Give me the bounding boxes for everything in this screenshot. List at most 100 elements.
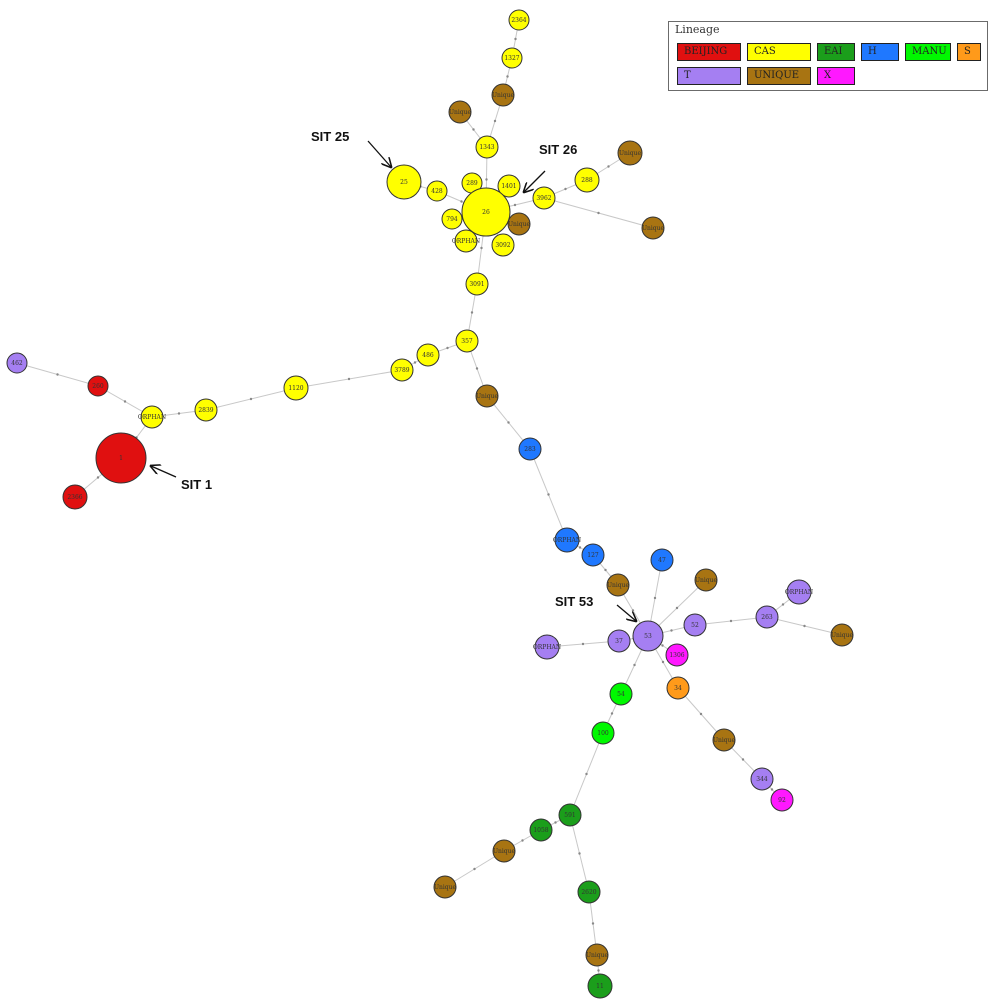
node-circle (587, 973, 613, 999)
edge-distance-marker (413, 361, 417, 364)
node-circle (581, 543, 605, 567)
node-label: 1120 (288, 385, 303, 392)
node-circle (497, 174, 521, 198)
edge-distance-marker (177, 412, 181, 415)
node-circle (441, 208, 463, 230)
node-label: 25 (400, 179, 408, 186)
node-label: 1058 (533, 827, 548, 834)
node-x92: 92 (770, 788, 794, 812)
node-label: 288 (581, 177, 593, 184)
node-circle (606, 573, 630, 597)
edge-distance-marker (473, 867, 476, 871)
node-circle (666, 676, 690, 700)
node-n794: 794 (441, 208, 463, 230)
node-u8: Unique (694, 568, 718, 592)
node-circle (194, 398, 218, 422)
node-circle (448, 100, 472, 124)
node-n2364: 2364 (508, 9, 530, 31)
node-n3091: 3091 (465, 272, 489, 296)
edge-distance-marker (493, 119, 497, 123)
edge-distance-marker (781, 603, 785, 606)
edge-distance-marker (661, 644, 664, 647)
node-circle (386, 164, 422, 200)
node-orph2: ORPHAN (138, 405, 166, 429)
node-circle (140, 405, 164, 429)
legend-item-beijing: BEIJING (677, 43, 741, 61)
node-circle (87, 375, 109, 397)
node-circle (433, 875, 457, 899)
edge-distance-marker (803, 624, 806, 628)
node-u12: Unique (433, 875, 457, 899)
node-torph1: ORPHAN (785, 579, 813, 605)
node-label: 3092 (495, 242, 510, 249)
node-horph: ORPHAN (553, 527, 581, 553)
node-label: ORPHAN (533, 644, 561, 651)
node-circle (650, 548, 674, 572)
node-u2: Unique (448, 100, 472, 124)
node-label: ORPHAN (553, 537, 581, 544)
callout-sit-53: SIT 53 (555, 594, 594, 609)
node-label: 591 (564, 812, 575, 819)
node-e2620: 2620 (577, 880, 601, 904)
node-circle (416, 343, 440, 367)
node-label: 92 (778, 797, 786, 804)
node-e11: 11 (587, 973, 613, 999)
node-label: 794 (446, 216, 458, 223)
node-t37: 37 (607, 629, 631, 653)
edge-distance-marker (653, 596, 657, 600)
node-circle (6, 352, 28, 374)
node-label: 100 (597, 730, 609, 737)
node-label: 289 (466, 180, 478, 187)
arrow-sit-1 (151, 466, 177, 478)
edge-distance-marker (578, 852, 581, 855)
node-label: Unique (476, 393, 499, 400)
node-label: 1306 (669, 652, 684, 659)
node-n1: 1 (95, 432, 147, 484)
edge-distance-marker (554, 821, 557, 824)
node-circle (609, 682, 633, 706)
edge-distance-marker (741, 758, 745, 761)
node-circle (632, 620, 664, 652)
node-circle (426, 180, 448, 202)
node-label: 47 (658, 557, 666, 564)
edge-distance-marker (485, 178, 488, 181)
node-n288: 288 (574, 167, 600, 193)
node-label: 3962 (536, 195, 551, 202)
node-circle (491, 233, 515, 257)
node-u11: Unique (492, 839, 516, 863)
lineage-legend: Lineage BEIJING CAS EAI H MANU S T UNIQUE X (668, 21, 988, 91)
node-u9: Unique (830, 623, 854, 647)
node-label: Unique (642, 225, 665, 232)
arrow-sit-26 (524, 170, 546, 192)
edge-distance-marker (631, 609, 635, 612)
node-n26: 26 (461, 187, 511, 237)
node-u1: Unique (491, 83, 515, 107)
edge-distance-marker (661, 660, 665, 664)
node-circle (607, 629, 631, 653)
node-n1327: 1327 (501, 47, 523, 69)
node-circle (755, 605, 779, 629)
node-circle (508, 9, 530, 31)
node-t263: 263 (755, 605, 779, 629)
legend-item-manu: MANU (905, 43, 951, 61)
node-n25: 25 (386, 164, 422, 200)
node-label: Unique (493, 848, 516, 855)
edge-distance-marker (56, 373, 59, 376)
node-label: 34 (674, 685, 682, 692)
node-label: 53 (644, 633, 652, 640)
edge-distance-marker (770, 788, 774, 791)
edge-distance-marker (597, 969, 600, 972)
legend-item-s: S (957, 43, 981, 61)
node-label: 54 (617, 691, 625, 698)
node-label: 1401 (501, 183, 516, 190)
node-t52: 52 (683, 613, 707, 637)
edge-distance-marker (610, 712, 614, 715)
edge-distance-marker (249, 397, 253, 401)
arrow-sit-53 (616, 604, 636, 621)
edge-distance-marker (514, 37, 517, 41)
node-h47: 47 (650, 548, 674, 572)
node-m54: 54 (609, 682, 633, 706)
node-n1401: 1401 (497, 174, 521, 198)
